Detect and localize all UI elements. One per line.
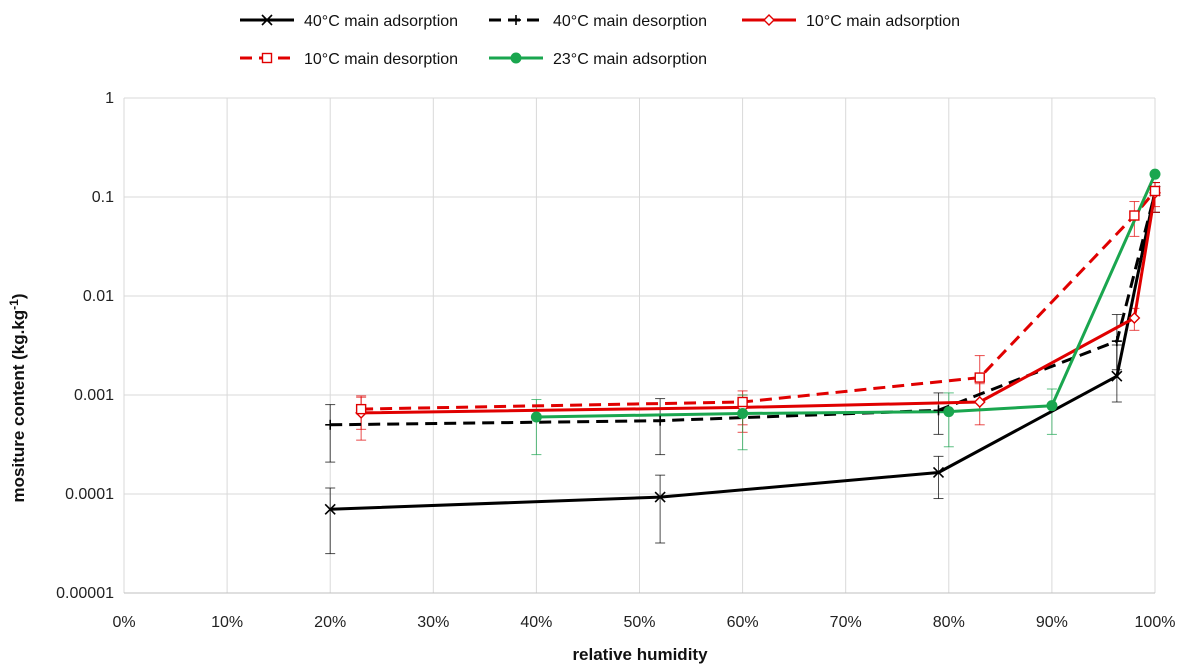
data-point-23c-main-adsorption — [1046, 400, 1058, 412]
legend-swatch-marker-stroke — [261, 14, 273, 26]
y-axis-title-main: mositure content (kg.kg — [9, 310, 28, 503]
x-axis-ticks: 0% 10% 20% 30% 40% 50% 60% 70% 80% 90% 100% — [112, 614, 1175, 631]
error-bar-40c-main-desorption — [655, 398, 666, 456]
x-tick-label: 60% — [727, 614, 759, 631]
series-line-10c-main-adsorption — [361, 192, 1157, 415]
data-point-40c-main-adsorption — [654, 491, 666, 503]
legend-item-10c-main-desorption: 10°C main desorption — [240, 51, 458, 68]
legend-swatch-marker — [763, 14, 775, 26]
y-tick-label: 0.00001 — [56, 585, 114, 602]
legend-item-10c-main-adsorption: 10°C main adsorption — [742, 13, 960, 30]
data-point-10c-main-adsorption — [973, 395, 986, 408]
series-line-10c-main-desorption — [361, 190, 1157, 411]
legend-label: 23°C main adsorption — [553, 51, 707, 68]
data-point-40c-main-desorption — [933, 405, 944, 416]
data-point-10c-main-desorption — [1149, 185, 1161, 197]
data-point-40c-main-adsorption — [324, 503, 336, 515]
y-tick-label: 0.001 — [74, 387, 114, 404]
grid — [123, 97, 1156, 594]
data-point-40c-main-adsorption — [1111, 370, 1123, 382]
error-bar-40c-main-desorption — [325, 404, 336, 463]
data-point-40c-main-desorption — [655, 415, 666, 426]
legend: 40°C main adsorption 40°C main desorption… — [240, 13, 960, 68]
error-bar-23c-main-adsorption — [943, 392, 954, 448]
data-point-23c-main-adsorption — [1149, 168, 1161, 180]
data-point-23c-main-adsorption — [943, 406, 955, 418]
data-point-10c-main-desorption — [1129, 210, 1140, 221]
series-markers — [324, 168, 1161, 515]
y-axis-title: mositure content (kg.kg-1) — [7, 293, 28, 502]
x-tick-label: 10% — [211, 614, 243, 631]
data-point-23c-main-adsorption — [737, 408, 749, 420]
error-bar-23c-main-adsorption — [531, 399, 542, 456]
data-point-40c-main-adsorption — [932, 466, 945, 479]
x-tick-label: 80% — [933, 614, 965, 631]
x-tick-label: 70% — [830, 614, 862, 631]
data-point-40c-main-adsorption-stroke — [1111, 370, 1123, 382]
data-point-10c-main-desorption — [737, 396, 748, 408]
y-axis-title-suffix: ) — [9, 293, 28, 299]
legend-label: 40°C main desorption — [553, 13, 707, 30]
x-axis-title: relative humidity — [572, 645, 708, 664]
x-tick-label: 20% — [314, 614, 346, 631]
y-tick-label: 1 — [105, 90, 114, 107]
legend-item-40c-main-desorption: 40°C main desorption — [489, 13, 707, 30]
x-tick-label: 0% — [112, 614, 135, 631]
data-point-10c-main-desorption — [974, 372, 985, 383]
x-tick-label: 30% — [417, 614, 449, 631]
legend-item-23c-main-adsorption: 23°C main adsorption — [489, 51, 707, 68]
y-tick-label: 0.01 — [83, 288, 114, 305]
legend-item-40c-main-adsorption: 40°C main adsorption — [240, 13, 458, 30]
x-tick-label: 90% — [1036, 614, 1068, 631]
legend-swatch-marker — [261, 52, 273, 64]
y-axis-title-superscript: -1 — [7, 299, 21, 310]
error-bar-40c-main-adsorption — [933, 455, 944, 500]
legend-swatch-marker — [261, 14, 273, 26]
data-point-10c-main-adsorption — [1128, 311, 1141, 324]
data-point-10c-main-desorption — [355, 403, 367, 415]
data-point-23c-main-adsorption — [530, 411, 542, 423]
data-point-40c-main-adsorption-stroke — [932, 466, 945, 479]
x-tick-label: 40% — [520, 614, 552, 631]
legend-label: 10°C main desorption — [304, 51, 458, 68]
data-point-40c-main-desorption — [325, 419, 336, 430]
x-tick-label: 50% — [623, 614, 655, 631]
data-point-40c-main-adsorption-stroke — [324, 503, 336, 515]
legend-swatch-marker — [511, 15, 521, 25]
legend-label: 40°C main adsorption — [304, 13, 458, 30]
data-point-40c-main-adsorption-stroke — [654, 491, 666, 503]
legend-label: 10°C main adsorption — [806, 13, 960, 30]
y-axis-ticks: 0.00001 0.0001 0.001 0.01 0.1 1 — [56, 90, 114, 602]
y-tick-label: 0.0001 — [65, 486, 114, 503]
error-bar-40c-main-adsorption — [325, 487, 336, 555]
x-tick-label: 100% — [1135, 614, 1176, 631]
y-tick-label: 0.1 — [92, 189, 114, 206]
data-point-40c-main-desorption — [1111, 336, 1122, 347]
legend-swatch-marker — [510, 52, 522, 64]
error-bar-40c-main-adsorption — [655, 474, 666, 544]
